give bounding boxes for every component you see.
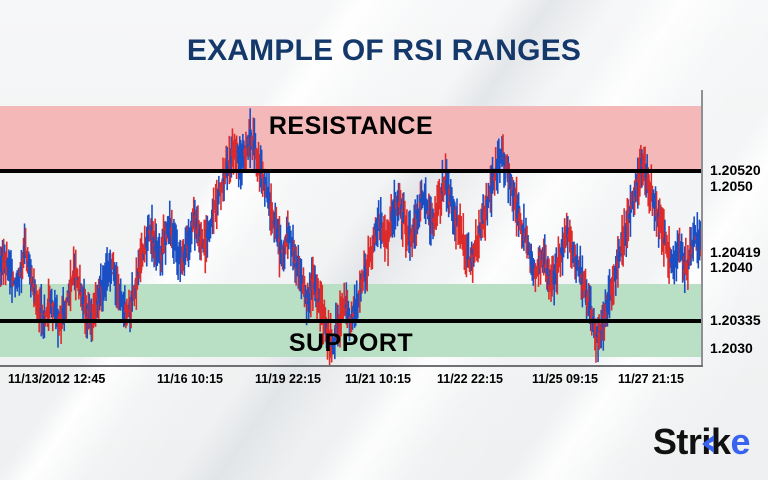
brand-name-part2: k	[710, 421, 731, 462]
x-axis-tick-label: 11/16 10:15	[156, 372, 224, 386]
x-axis-tick-label: 11/25 09:15	[531, 372, 599, 386]
y-axis-tick-label: 1.20335	[710, 311, 761, 328]
brand-name-part3: e	[730, 421, 750, 462]
support-level-line	[0, 318, 702, 323]
x-axis-tick-label: 11/22 22:15	[436, 372, 504, 386]
y-axis-tick-label: 1.20419	[710, 243, 761, 260]
x-axis-tick-label: 11/19 22:15	[254, 372, 322, 386]
resistance-level-line	[0, 168, 702, 173]
brand-name-part1: Stri	[652, 421, 712, 462]
y-axis-tick-label: 1.2040	[710, 258, 753, 275]
support-label: SUPPORT	[288, 328, 414, 357]
page-title: EXAMPLE OF RSI RANGES	[186, 34, 582, 67]
x-axis-tick-label: 11/13/2012 12:45	[8, 372, 106, 386]
price-chart: RESISTANCE SUPPORT 1.20520 1.2050 1.20419 1…	[0, 86, 768, 371]
x-axis-tick-label: 11/21 10:15	[344, 372, 412, 386]
brand-logo: Strike	[652, 420, 751, 464]
y-axis-tick-label: 1.2050	[710, 178, 753, 195]
left-arrow-icon	[702, 435, 714, 453]
y-axis-tick-label: 1.2030	[710, 339, 753, 356]
y-axis-tick-label: 1.20520	[710, 161, 761, 178]
y-axis-line	[701, 90, 703, 366]
price-series	[0, 108, 702, 366]
brand-logo-text: Strike	[652, 421, 751, 463]
x-axis-tick-labels: 11/13/2012 12:45 11/16 10:15 11/19 22:15 11…	[0, 372, 710, 390]
x-axis-line	[0, 365, 703, 367]
resistance-label: RESISTANCE	[268, 112, 434, 141]
x-axis-tick-label: 11/27 21:15	[617, 372, 685, 386]
resistance-zone-band	[0, 106, 702, 171]
